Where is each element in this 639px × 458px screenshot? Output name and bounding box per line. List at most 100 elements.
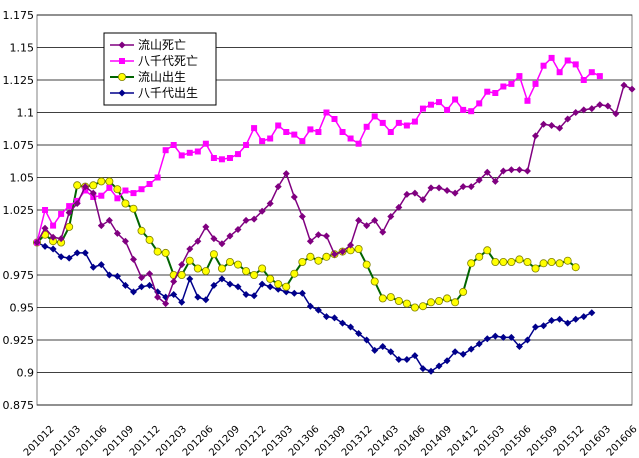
data-point xyxy=(194,293,202,301)
data-point xyxy=(604,102,612,110)
data-point xyxy=(387,348,395,356)
data-point xyxy=(370,277,379,286)
data-point xyxy=(515,255,524,264)
data-point xyxy=(331,314,338,322)
data-point xyxy=(564,319,572,327)
data-point xyxy=(218,240,226,248)
data-point xyxy=(153,247,162,256)
data-point xyxy=(476,100,483,107)
data-point xyxy=(130,190,137,197)
data-point xyxy=(532,132,540,140)
data-point xyxy=(460,106,467,113)
legend-label: 流山死亡 xyxy=(138,38,186,52)
data-point xyxy=(572,61,579,68)
data-point xyxy=(242,216,250,224)
data-point xyxy=(467,345,475,353)
data-point xyxy=(596,101,604,109)
data-point xyxy=(467,183,475,191)
data-point xyxy=(121,237,129,245)
data-point xyxy=(129,204,138,213)
data-point xyxy=(556,315,564,323)
data-point xyxy=(298,257,307,266)
data-point xyxy=(202,296,210,304)
data-point xyxy=(185,256,194,265)
series-line xyxy=(36,241,593,373)
data-point xyxy=(539,259,548,268)
y-tick-label: 1.075 xyxy=(3,139,35,152)
data-point xyxy=(524,97,531,104)
data-point xyxy=(242,267,251,276)
data-point xyxy=(363,222,371,230)
data-point xyxy=(411,352,419,360)
data-point xyxy=(178,261,186,269)
data-point xyxy=(580,77,587,83)
data-point xyxy=(426,298,435,307)
data-point xyxy=(186,149,193,156)
data-point xyxy=(548,122,556,129)
data-point xyxy=(258,207,266,215)
data-point xyxy=(209,250,218,259)
data-point xyxy=(443,294,452,303)
data-point xyxy=(355,330,363,337)
data-point xyxy=(146,181,153,187)
data-point xyxy=(226,232,234,240)
data-point xyxy=(65,222,74,231)
data-point xyxy=(105,177,114,186)
data-point xyxy=(540,62,547,69)
data-point xyxy=(459,350,467,358)
data-point xyxy=(475,252,484,261)
data-point xyxy=(306,252,315,261)
data-point xyxy=(162,147,169,154)
data-point xyxy=(41,242,49,250)
x-axis-ticks: 2010122011032011062011092011122012032012… xyxy=(22,424,639,458)
data-point xyxy=(564,115,572,123)
data-point xyxy=(395,203,403,211)
data-point xyxy=(548,54,555,61)
data-point xyxy=(113,229,121,237)
data-point xyxy=(419,196,427,204)
data-point xyxy=(194,237,202,245)
data-point xyxy=(540,120,548,128)
data-point xyxy=(444,106,451,113)
data-point xyxy=(41,224,49,232)
data-point xyxy=(507,166,515,174)
data-point xyxy=(516,73,523,80)
data-point xyxy=(235,151,242,158)
data-point xyxy=(556,69,563,76)
data-point xyxy=(483,168,491,176)
data-point xyxy=(266,200,274,207)
data-point xyxy=(49,233,57,241)
data-point xyxy=(121,281,129,289)
data-point xyxy=(435,362,443,370)
data-point xyxy=(507,333,515,341)
data-point xyxy=(161,248,170,257)
data-point xyxy=(57,253,65,261)
legend-label: 流山出生 xyxy=(138,70,186,84)
data-point xyxy=(588,69,595,76)
data-point xyxy=(331,116,338,122)
data-point xyxy=(178,152,185,159)
data-point xyxy=(499,333,507,341)
data-point xyxy=(186,245,194,253)
data-point xyxy=(282,170,290,178)
data-point xyxy=(194,148,201,155)
data-point xyxy=(443,187,451,194)
data-point xyxy=(274,280,283,289)
data-point xyxy=(436,99,443,106)
data-point xyxy=(250,292,258,300)
data-point xyxy=(138,186,145,193)
data-point xyxy=(347,135,354,142)
data-point xyxy=(178,298,186,306)
data-point xyxy=(186,275,194,283)
data-point xyxy=(355,140,362,147)
data-point xyxy=(106,184,113,191)
data-point xyxy=(315,129,322,135)
data-point xyxy=(323,109,330,116)
series-group xyxy=(33,54,636,375)
y-tick-label: 0.9 xyxy=(17,367,35,380)
data-point xyxy=(210,281,218,289)
data-point xyxy=(452,96,459,103)
data-point xyxy=(540,322,548,330)
data-point xyxy=(363,336,371,344)
